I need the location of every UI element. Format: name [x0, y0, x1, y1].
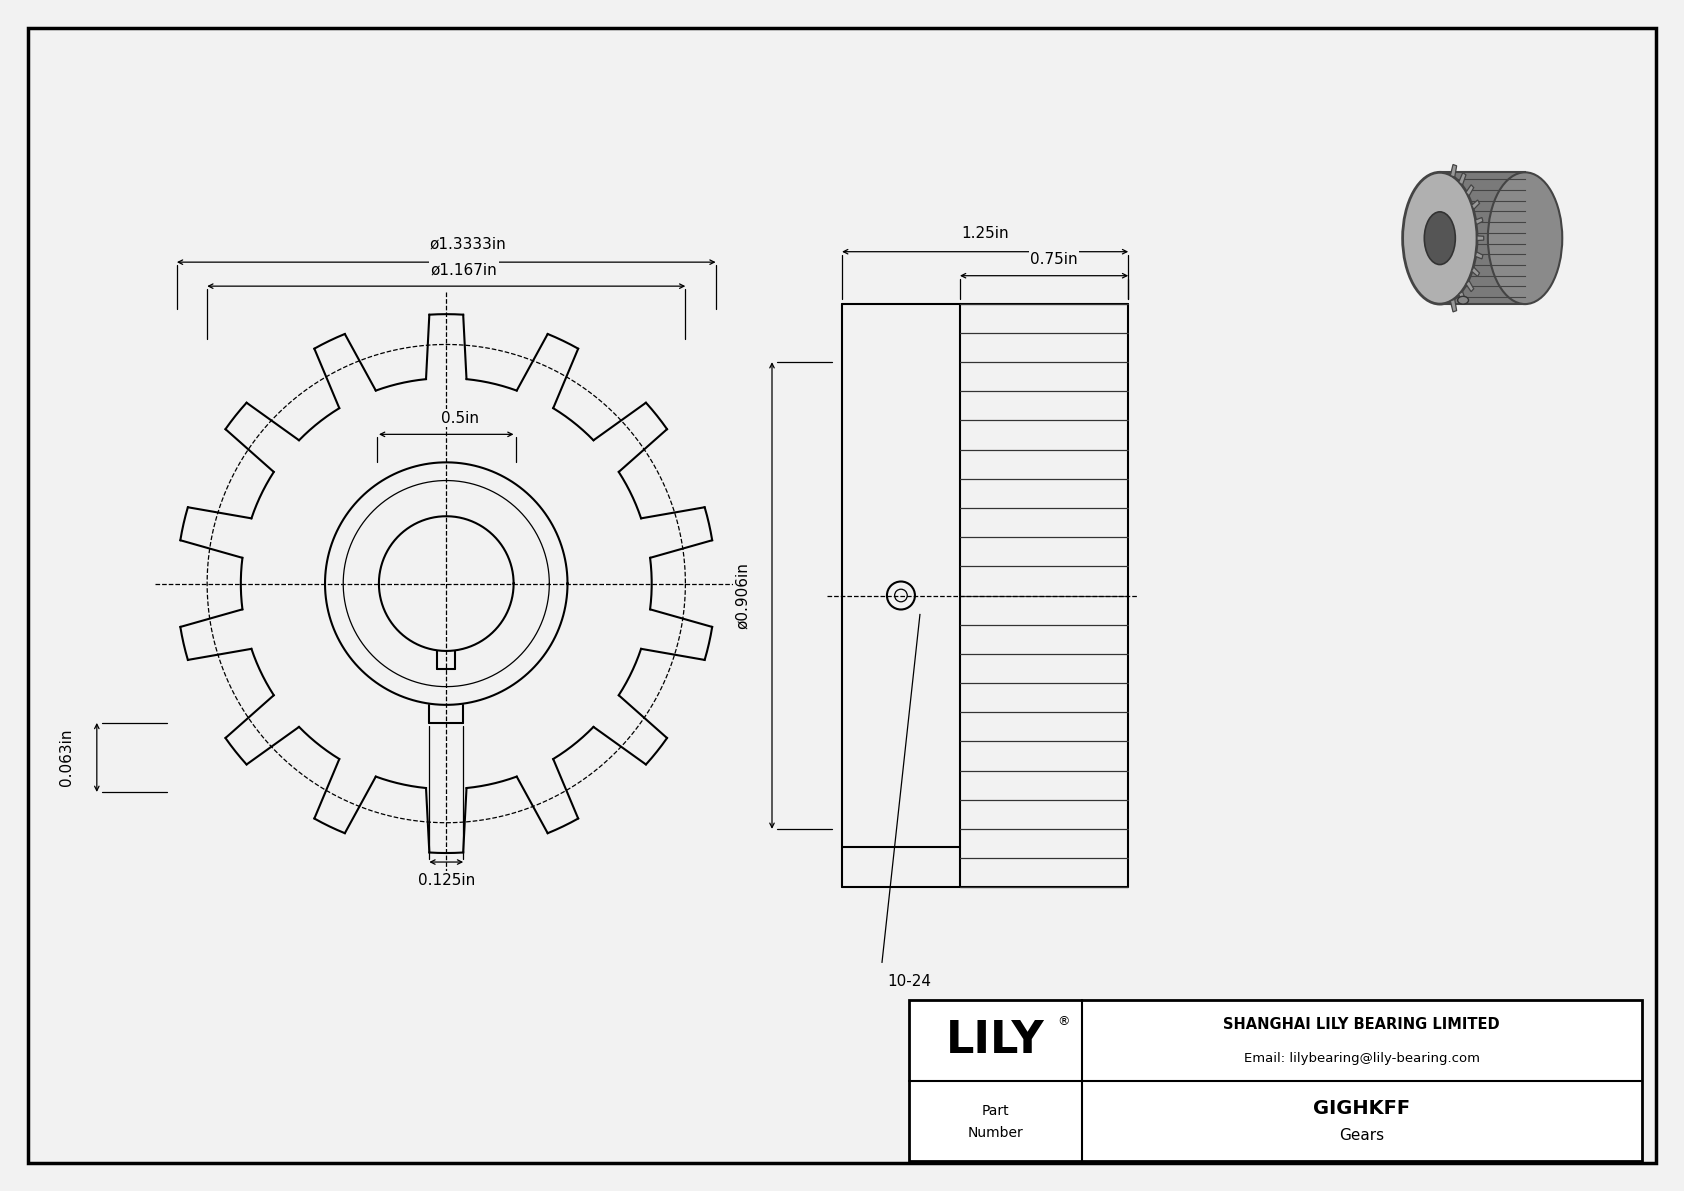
Ellipse shape: [1425, 212, 1455, 264]
Ellipse shape: [1489, 173, 1563, 304]
Polygon shape: [1472, 267, 1480, 276]
Text: SHANGHAI LILY BEARING LIMITED: SHANGHAI LILY BEARING LIMITED: [1223, 1017, 1500, 1033]
Text: 10-24: 10-24: [887, 974, 931, 990]
Polygon shape: [1450, 164, 1457, 177]
Polygon shape: [1458, 292, 1467, 304]
Text: ø0.906in: ø0.906in: [734, 562, 749, 629]
Polygon shape: [1475, 218, 1484, 225]
Ellipse shape: [1458, 297, 1468, 304]
Polygon shape: [1450, 299, 1457, 312]
Text: Number: Number: [968, 1125, 1024, 1140]
Text: Part: Part: [982, 1104, 1009, 1118]
Polygon shape: [1472, 200, 1480, 210]
Polygon shape: [1477, 236, 1484, 241]
Text: 0.125in: 0.125in: [418, 873, 475, 887]
Polygon shape: [1440, 173, 1526, 304]
Polygon shape: [1465, 185, 1474, 195]
Polygon shape: [1475, 251, 1484, 258]
Polygon shape: [1465, 281, 1474, 292]
Text: 0.75in: 0.75in: [1031, 252, 1078, 267]
Polygon shape: [1458, 173, 1467, 185]
Text: Gears: Gears: [1339, 1128, 1384, 1143]
Text: 0.063in: 0.063in: [59, 729, 74, 786]
Text: 1.25in: 1.25in: [962, 226, 1009, 242]
Text: ø1.3333in: ø1.3333in: [429, 237, 507, 251]
Ellipse shape: [1403, 173, 1477, 304]
Text: LILY: LILY: [946, 1019, 1044, 1062]
Bar: [909, 1000, 1642, 1161]
Text: GIGHKFF: GIGHKFF: [1314, 1099, 1410, 1118]
Text: ®: ®: [1058, 1016, 1069, 1029]
Text: Email: lilybearing@lily-bearing.com: Email: lilybearing@lily-bearing.com: [1244, 1052, 1480, 1065]
Text: ø1.167in: ø1.167in: [431, 263, 498, 278]
Text: 0.5in: 0.5in: [441, 411, 480, 426]
